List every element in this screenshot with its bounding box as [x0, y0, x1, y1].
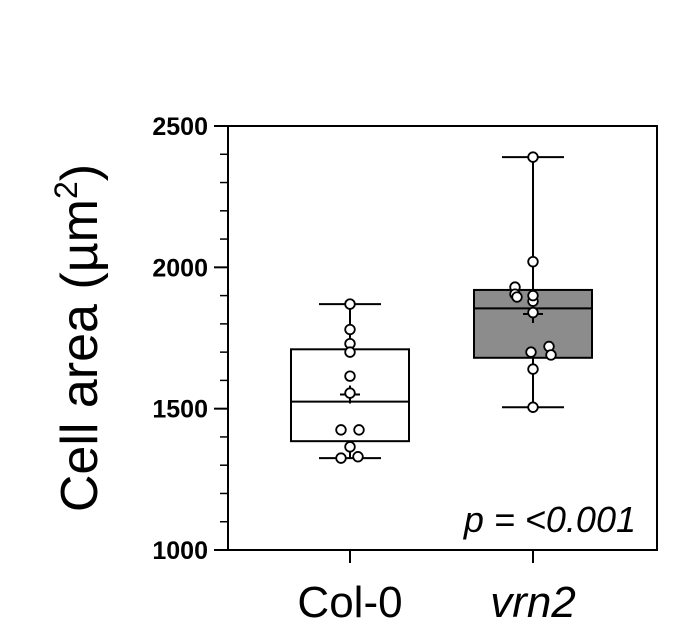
box-series — [290, 151, 593, 464]
data-point — [344, 370, 356, 382]
y-axis-label-superscript: 2 — [48, 181, 84, 199]
data-point — [352, 451, 364, 463]
data-point — [344, 346, 356, 358]
data-point — [527, 151, 539, 163]
data-point — [335, 452, 347, 464]
data-point — [527, 255, 539, 268]
data-point — [527, 306, 539, 319]
p-value-annotation: p = <0.001 — [463, 499, 636, 540]
y-axis-label-main: Cell area (µm — [51, 199, 109, 512]
data-point — [344, 441, 356, 453]
data-point — [335, 424, 347, 436]
x-category-label: Col-0 — [297, 578, 402, 627]
plot-frame — [227, 125, 658, 551]
data-point — [344, 298, 356, 310]
x-axis: Col-0 vrn2 — [297, 550, 576, 627]
y-tick-label: 2000 — [152, 254, 208, 282]
data-point — [527, 401, 539, 413]
data-point — [353, 424, 365, 436]
data-point — [344, 323, 356, 336]
y-axis: 1000 1500 2000 2500 — [152, 113, 228, 565]
y-tick-label: 2500 — [152, 113, 208, 141]
x-category-label: vrn2 — [490, 578, 576, 627]
y-axis-label-close: ) — [51, 164, 109, 181]
y-tick-label: 1500 — [152, 396, 208, 424]
box-vrn2 — [473, 151, 593, 413]
data-point — [527, 363, 539, 375]
data-point — [344, 387, 356, 399]
data-point — [525, 346, 537, 358]
y-tick-label: 1000 — [152, 537, 208, 565]
data-point — [545, 349, 557, 361]
plot-border — [227, 125, 658, 551]
y-axis-label: Cell area (µm2) — [48, 164, 109, 512]
data-point — [527, 289, 539, 302]
data-point — [511, 291, 523, 303]
box-col-0 — [290, 298, 410, 464]
